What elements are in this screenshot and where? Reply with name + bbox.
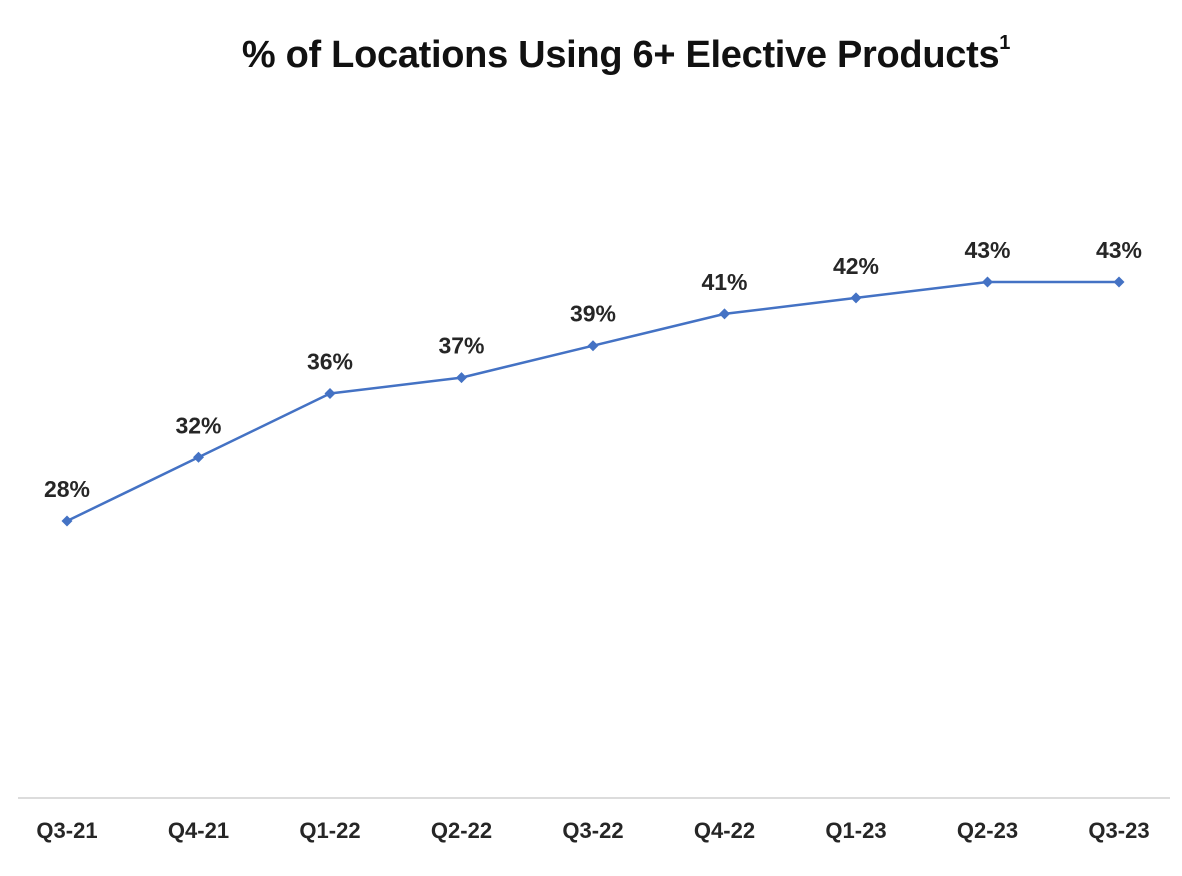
data-label-q1-23: 42%: [833, 253, 879, 279]
data-label-q3-23: 43%: [1096, 237, 1142, 263]
x-tick-q1-23: Q1-23: [825, 818, 886, 843]
data-point-q2-22: [456, 372, 467, 384]
x-tick-q2-23: Q2-23: [957, 818, 1018, 843]
data-markers: [61, 276, 1125, 527]
data-point-q4-22: [719, 308, 730, 320]
data-label-q3-22: 39%: [570, 301, 616, 327]
chart-title-text: % of Locations Using 6+ Elective Product…: [241, 34, 1000, 76]
data-label-q4-21: 32%: [175, 412, 221, 438]
data-point-q3-23: [1113, 276, 1125, 288]
data-point-q1-23: [850, 292, 862, 304]
data-label-q4-22: 41%: [701, 269, 747, 295]
x-tick-q3-22: Q3-22: [562, 818, 623, 843]
data-label-q2-22: 37%: [438, 333, 484, 359]
x-tick-q2-22: Q2-22: [431, 818, 492, 843]
data-label-q1-22: 36%: [307, 349, 353, 375]
data-label-q3-21: 28%: [44, 476, 90, 502]
x-tick-q4-21: Q4-21: [168, 818, 229, 843]
data-point-q4-21: [193, 451, 204, 463]
data-point-q3-22: [587, 340, 599, 352]
data-labels: 28% 32% 36% 37% 39% 41% 42% 43% 43%: [44, 237, 1142, 502]
chart-title: % of Locations Using 6+ Elective Product…: [0, 32, 1182, 77]
chart-title-footnote: 1: [999, 32, 1011, 55]
x-tick-q1-22: Q1-22: [299, 818, 360, 843]
data-point-q1-22: [324, 388, 336, 400]
x-tick-q3-23: Q3-23: [1088, 818, 1149, 843]
data-point-q2-23: [982, 276, 993, 288]
data-point-q3-21: [61, 515, 73, 527]
x-tick-q4-22: Q4-22: [694, 818, 755, 843]
data-label-q2-23: 43%: [964, 237, 1010, 263]
x-tick-q3-21: Q3-21: [36, 818, 97, 843]
x-axis-tick-labels: Q3-21 Q4-21 Q1-22 Q2-22 Q3-22 Q4-22 Q1-23 Q2-23…: [36, 818, 1149, 843]
